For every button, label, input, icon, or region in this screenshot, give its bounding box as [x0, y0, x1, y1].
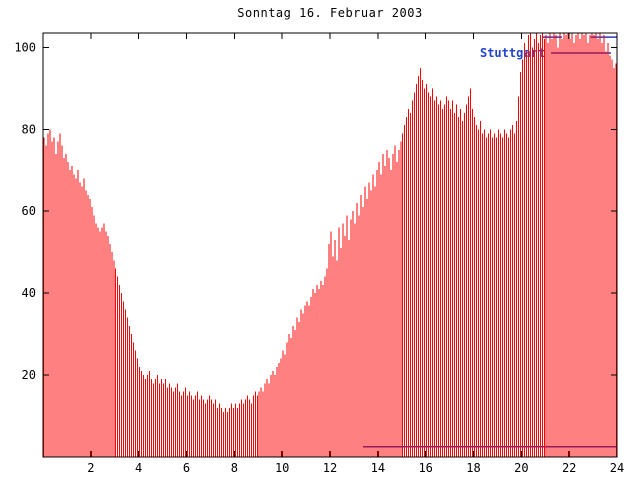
y-tick-label: 80 [22, 122, 36, 136]
x-tick-label: 2 [87, 461, 94, 475]
x-tick-label: 24 [610, 461, 624, 475]
x-tick-label: 22 [562, 461, 576, 475]
x-tick-label: 20 [514, 461, 528, 475]
x-tick-label: 4 [135, 461, 142, 475]
x-tick-label: 14 [371, 461, 385, 475]
legend-label-stuttgart: Stuttgart [480, 46, 545, 60]
y-tick-label: 60 [22, 204, 36, 218]
y-tick-label: 40 [22, 286, 36, 300]
plot-frame [42, 32, 618, 458]
x-tick-label: 10 [275, 461, 289, 475]
x-tick-label: 8 [231, 461, 238, 475]
x-tick-label: 18 [466, 461, 480, 475]
bars-layer [43, 33, 617, 457]
x-tick-label: 12 [323, 461, 337, 475]
x-tick-label: 6 [183, 461, 190, 475]
y-tick-label: 20 [22, 368, 36, 382]
y-tick-label: 100 [14, 40, 36, 54]
chart-title: Sonntag 16. Februar 2003 [237, 6, 422, 20]
x-tick-label: 16 [418, 461, 432, 475]
